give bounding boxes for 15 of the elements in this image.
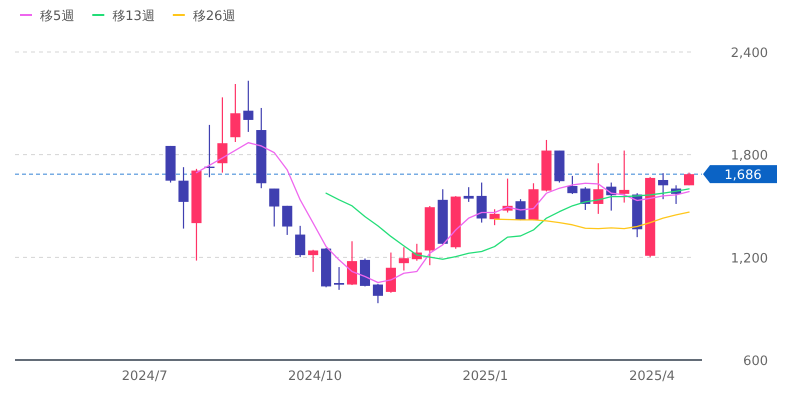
x-tick-label: 2025/1 [462,369,508,384]
y-tick-label: 1,800 [730,148,768,164]
legend-label: 移26週 [192,9,236,24]
y-tick-label: 1,200 [730,251,768,266]
y-tick-label: 2,400 [730,46,768,61]
line-series [325,188,690,260]
legend-label: 移5週 [40,9,74,24]
legend-label: 移13週 [112,9,155,24]
x-tick-label: 2024/7 [122,369,168,384]
ref-label: 1,686 [703,165,777,184]
ref-line-label: 1,686 [724,168,762,184]
x-tick-label: 2025/4 [629,369,675,384]
x-tick-label: 2024/10 [288,369,342,384]
line-series [196,142,690,284]
y-tick-label: 600 [743,354,768,369]
